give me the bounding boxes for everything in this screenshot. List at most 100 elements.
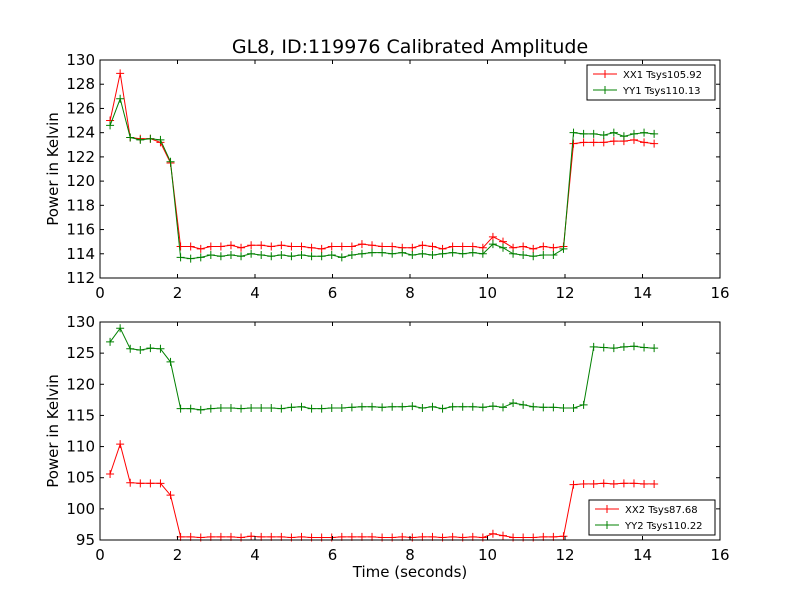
data-point-yy1 xyxy=(136,135,145,144)
top-y-tick-label: 126 xyxy=(66,99,95,117)
data-point-yy2 xyxy=(206,404,215,413)
data-point-yy2 xyxy=(277,404,286,413)
data-point-yy1 xyxy=(257,250,266,259)
legend-marker-xx1 xyxy=(601,70,609,78)
data-point-yy1 xyxy=(357,249,366,258)
data-point-yy1 xyxy=(247,249,256,258)
data-point-yy1 xyxy=(539,250,548,259)
data-point-xx2 xyxy=(559,532,568,541)
data-point-yy1 xyxy=(176,253,185,262)
bottom-y-tick-label: 115 xyxy=(66,406,95,424)
data-point-yy1 xyxy=(277,250,286,259)
data-point-xx1 xyxy=(579,138,588,147)
top-x-tick-label: 16 xyxy=(710,284,729,302)
data-point-yy2 xyxy=(589,342,598,351)
data-point-yy2 xyxy=(529,402,538,411)
data-point-yy2 xyxy=(640,343,649,352)
data-point-xx2 xyxy=(156,479,165,488)
bottom-x-tick-label: 14 xyxy=(633,546,652,564)
bottom-y-tick-label: 110 xyxy=(66,438,95,456)
top-x-tick-label: 8 xyxy=(405,284,415,302)
data-point-yy2 xyxy=(337,403,346,412)
data-point-yy2 xyxy=(106,337,115,346)
data-point-yy2 xyxy=(257,403,266,412)
data-point-xx2 xyxy=(166,491,175,500)
data-point-xx2 xyxy=(589,479,598,488)
top-chart-y-axis-label: Power in Kelvin xyxy=(44,112,62,226)
legend-label-xx2: XX2 Tsys87.68 xyxy=(625,505,698,516)
legend-label-yy1: YY1 Tsys110.13 xyxy=(622,86,701,97)
data-point-xx1 xyxy=(176,242,185,251)
bottom-x-tick-label: 6 xyxy=(328,546,338,564)
bottom-x-tick-label: 0 xyxy=(95,546,105,564)
data-point-xx1 xyxy=(539,242,548,251)
bottom-x-tick-label: 8 xyxy=(405,546,415,564)
top-y-tick-label: 114 xyxy=(66,245,95,263)
data-point-yy1 xyxy=(619,132,628,141)
data-point-yy1 xyxy=(337,253,346,262)
data-point-yy1 xyxy=(640,128,649,137)
top-y-tick-label: 130 xyxy=(66,51,95,69)
data-point-yy2 xyxy=(357,402,366,411)
bottom-x-tick-label: 12 xyxy=(555,546,574,564)
data-point-yy1 xyxy=(116,94,125,103)
top-y-tick-label: 128 xyxy=(66,75,95,93)
top-y-tick-label: 116 xyxy=(66,221,95,239)
data-point-yy1 xyxy=(106,121,115,130)
data-point-yy1 xyxy=(166,157,175,166)
data-point-yy2 xyxy=(247,403,256,412)
data-point-xx1 xyxy=(529,244,538,253)
data-point-yy1 xyxy=(226,250,235,259)
bottom-chart-y-axis-label: Power in Kelvin xyxy=(44,374,62,488)
top-x-tick-label: 2 xyxy=(173,284,183,302)
bottom-chart-legend: XX2 Tsys87.68 YY2 Tsys110.22 xyxy=(588,499,716,536)
data-point-xx1 xyxy=(650,139,659,148)
data-point-yy1 xyxy=(579,129,588,138)
data-point-yy2 xyxy=(499,403,507,412)
bottom-x-tick-label: 10 xyxy=(478,546,497,564)
data-point-yy2 xyxy=(619,342,628,351)
data-point-xx1 xyxy=(257,241,266,250)
data-point-xx2 xyxy=(629,479,638,488)
data-point-yy1 xyxy=(529,252,538,261)
data-point-xx2 xyxy=(136,479,145,488)
data-point-yy1 xyxy=(478,249,487,258)
data-point-yy1 xyxy=(418,249,427,258)
data-point-xx2 xyxy=(640,479,649,488)
legend-marker-yy2 xyxy=(603,521,611,529)
bottom-x-tick-label: 2 xyxy=(173,546,183,564)
data-point-yy1 xyxy=(206,250,215,259)
data-point-xx1 xyxy=(488,232,497,241)
top-y-tick-label: 118 xyxy=(66,196,95,214)
data-point-yy2 xyxy=(579,400,588,409)
data-point-xx2 xyxy=(126,478,135,487)
data-point-xx1 xyxy=(609,137,618,146)
data-point-yy2 xyxy=(368,402,377,411)
data-point-yy2 xyxy=(629,342,638,351)
data-point-yy1 xyxy=(428,250,437,259)
data-point-xx2 xyxy=(579,479,588,488)
data-point-yy1 xyxy=(629,129,638,138)
data-point-yy2 xyxy=(438,404,447,413)
data-point-yy2 xyxy=(650,344,659,353)
data-point-xx2 xyxy=(106,469,115,478)
top-chart-series-layer xyxy=(106,69,659,263)
data-point-yy2 xyxy=(488,402,497,411)
data-point-yy1 xyxy=(438,249,447,258)
bottom-chart-series-layer xyxy=(106,324,659,542)
data-point-yy2 xyxy=(327,403,336,412)
data-point-yy1 xyxy=(317,252,326,261)
data-point-yy1 xyxy=(599,131,608,140)
data-point-yy1 xyxy=(650,129,659,138)
data-point-yy1 xyxy=(468,248,477,257)
data-point-xx1 xyxy=(408,243,417,252)
data-point-yy2 xyxy=(509,398,518,407)
data-point-yy1 xyxy=(398,248,407,257)
data-point-xx1 xyxy=(226,241,235,250)
data-point-yy2 xyxy=(418,403,427,412)
top-y-tick-label: 120 xyxy=(66,172,95,190)
data-point-yy1 xyxy=(297,250,306,259)
data-point-xx1 xyxy=(599,138,608,147)
data-point-yy1 xyxy=(589,129,598,138)
data-point-yy2 xyxy=(297,402,306,411)
